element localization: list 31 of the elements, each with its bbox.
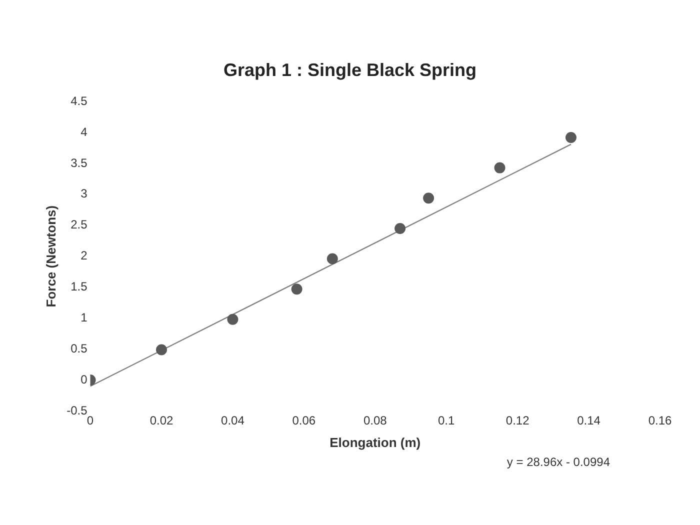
point [291,284,302,295]
y-tick-label: 3 [80,186,88,201]
point [326,253,338,264]
x-tick-label: 0.1 [438,414,456,428]
y-tick-label: 0.5 [70,341,88,356]
x-tick-label: 0.02 [150,414,174,428]
y-tick-label: 3.5 [70,156,88,170]
y-tick-label: -0.5 [66,403,88,418]
x-tick-label: 0.06 [292,414,316,428]
text: y = 28.96x - 0.0994 [506,455,610,469]
y-tick-label: 1 [80,310,88,324]
y-tick-label: 0 [80,372,88,386]
y-tick-label: 2 [80,248,88,263]
point [423,192,434,204]
y-tick-label: 4.5 [70,94,88,108]
x-tick-label: 0.12 [506,414,530,428]
x-axis-title: Elongation (m) [330,434,421,450]
point [394,222,406,234]
point [227,314,238,325]
y-tick-label: 1.5 [70,280,88,294]
x-tick-label: 0.04 [221,414,245,428]
point [494,162,506,174]
x-tick-label: 0.08 [363,414,388,428]
y-tick-label: 4 [80,124,88,139]
x-tick-label: 0.14 [577,414,601,428]
y-tick-label: 2.5 [70,218,88,232]
y-axis-title: Force (Newtons) [43,205,58,308]
point [565,132,576,143]
chart-title: Graph 1 : Single Black Spring [223,60,477,80]
point [156,344,167,356]
x-tick-label: 0.16 [648,414,672,428]
